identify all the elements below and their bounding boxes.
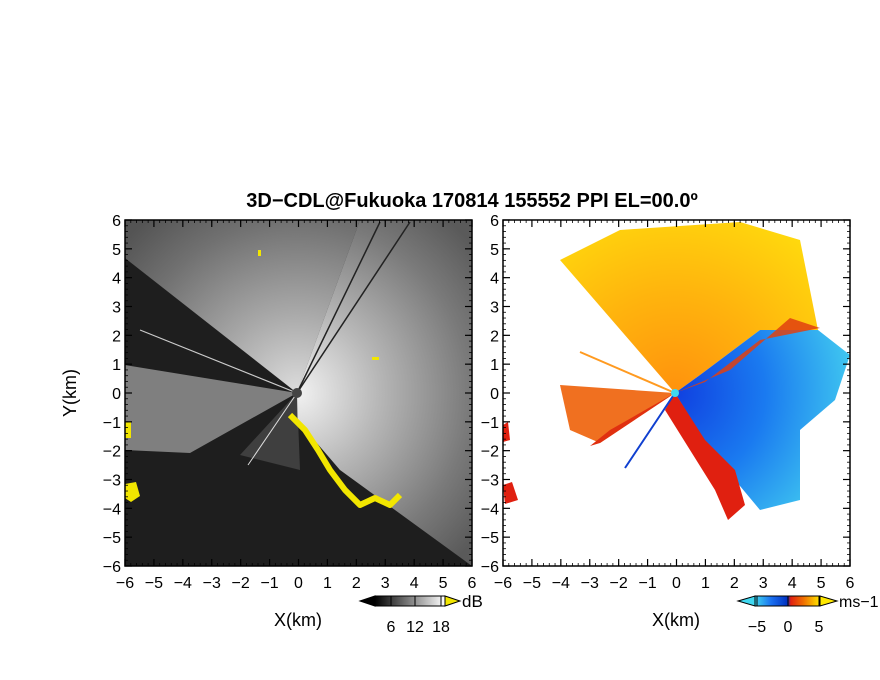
y-tick-label: −4	[103, 501, 121, 518]
x-tick-label: 6	[468, 575, 477, 592]
y-tick-label: 6	[112, 213, 121, 230]
x-tick-label: 4	[410, 575, 419, 592]
right-x-axis-label: X(km)	[652, 610, 700, 630]
colorbar-tick-label: 18	[432, 619, 450, 636]
x-tick-label: 5	[439, 575, 448, 592]
left-panel-image	[125, 220, 472, 566]
colorbar-tick-label: 6	[387, 619, 396, 636]
x-tick-label: −4	[174, 575, 192, 592]
y-tick-label: −6	[103, 559, 121, 576]
x-tick-label: 6	[846, 575, 855, 592]
y-tick-label: 6	[490, 213, 499, 230]
y-tick-label: 4	[490, 271, 499, 288]
left-panel: −6 −5 −4 −3 −2 −1 0 1 2 3 4 5 6 6 5 4 3 2 1 0 −1 −2 −3 −4 −5 −6 X…	[60, 213, 477, 630]
x-tick-label: 3	[381, 575, 390, 592]
y-tick-label: −6	[481, 559, 499, 576]
left-colorbar: 6 12 18 dB	[358, 592, 483, 636]
y-tick-label: 2	[112, 328, 121, 345]
x-tick-label: 1	[701, 575, 710, 592]
right-panel: −6 −5 −4 −3 −2 −1 0 1 2 3 4 5 6 6 5 4 3 2 1 0 −1 −2 −3 −4 −5 −6 X…	[481, 213, 855, 630]
x-tick-label: −6	[116, 575, 134, 592]
x-tick-label: 0	[294, 575, 303, 592]
y-tick-label: −1	[481, 415, 499, 432]
right-colorbar-unit: ms−1	[839, 594, 879, 611]
y-tick-label: 0	[490, 386, 499, 403]
colorbar-tick-label: −5	[748, 619, 766, 636]
y-tick-label: 5	[490, 242, 499, 259]
left-colorbar-unit: dB	[462, 592, 483, 611]
colorbar-tick-label: 0	[784, 619, 793, 636]
y-tick-label: −3	[103, 473, 121, 490]
y-tick-label: 1	[490, 357, 499, 374]
x-tick-label: 1	[323, 575, 332, 592]
x-tick-label: 5	[817, 575, 826, 592]
x-tick-label: −3	[203, 575, 221, 592]
y-tick-label: −1	[103, 415, 121, 432]
x-tick-label: −1	[260, 575, 278, 592]
left-x-axis-label: X(km)	[274, 610, 322, 630]
y-tick-label: −4	[481, 501, 499, 518]
colorbar-tick-label: 5	[815, 619, 824, 636]
y-tick-label: −5	[481, 530, 499, 547]
x-tick-label: −3	[581, 575, 599, 592]
y-tick-label: −5	[103, 530, 121, 547]
x-tick-label: 2	[730, 575, 739, 592]
right-colorbar: −5 0 5 ms−1	[736, 594, 879, 636]
y-tick-label: 4	[112, 271, 121, 288]
y-tick-label: 1	[112, 357, 121, 374]
y-tick-label: −3	[481, 473, 499, 490]
y-tick-label: −2	[481, 444, 499, 461]
x-tick-label: −2	[610, 575, 628, 592]
right-colorbar-ticks: −5 0 5	[748, 596, 824, 636]
colorbar-tick-label: 12	[406, 619, 424, 636]
left-y-axis-label: Y(km)	[60, 369, 80, 417]
y-tick-label: −2	[103, 444, 121, 461]
right-panel-image	[503, 220, 850, 566]
x-tick-label: 0	[672, 575, 681, 592]
x-tick-label: −1	[638, 575, 656, 592]
left-axis-ticks: −6 −5 −4 −3 −2 −1 0 1 2 3 4 5 6 6 5 4 3 2 1 0 −1 −2 −3 −4 −5 −6	[103, 213, 477, 592]
x-tick-label: 2	[352, 575, 361, 592]
x-tick-label: −2	[232, 575, 250, 592]
x-tick-label: −5	[523, 575, 541, 592]
right-axis-ticks: −6 −5 −4 −3 −2 −1 0 1 2 3 4 5 6 6 5 4 3 2 1 0 −1 −2 −3 −4 −5 −6	[481, 213, 855, 592]
y-tick-label: 2	[490, 328, 499, 345]
y-tick-label: 5	[112, 242, 121, 259]
y-tick-label: 0	[112, 386, 121, 403]
y-tick-label: 3	[112, 300, 121, 317]
x-tick-label: −6	[494, 575, 512, 592]
left-colorbar-ticks: 6 12 18	[387, 596, 450, 636]
y-tick-label: 3	[490, 300, 499, 317]
x-tick-label: −4	[552, 575, 570, 592]
x-tick-label: 3	[759, 575, 768, 592]
x-tick-label: 4	[788, 575, 797, 592]
figure-title: 3D−CDL@Fukuoka 170814 155552 PPI EL=00.0…	[246, 190, 698, 212]
x-tick-label: −5	[145, 575, 163, 592]
